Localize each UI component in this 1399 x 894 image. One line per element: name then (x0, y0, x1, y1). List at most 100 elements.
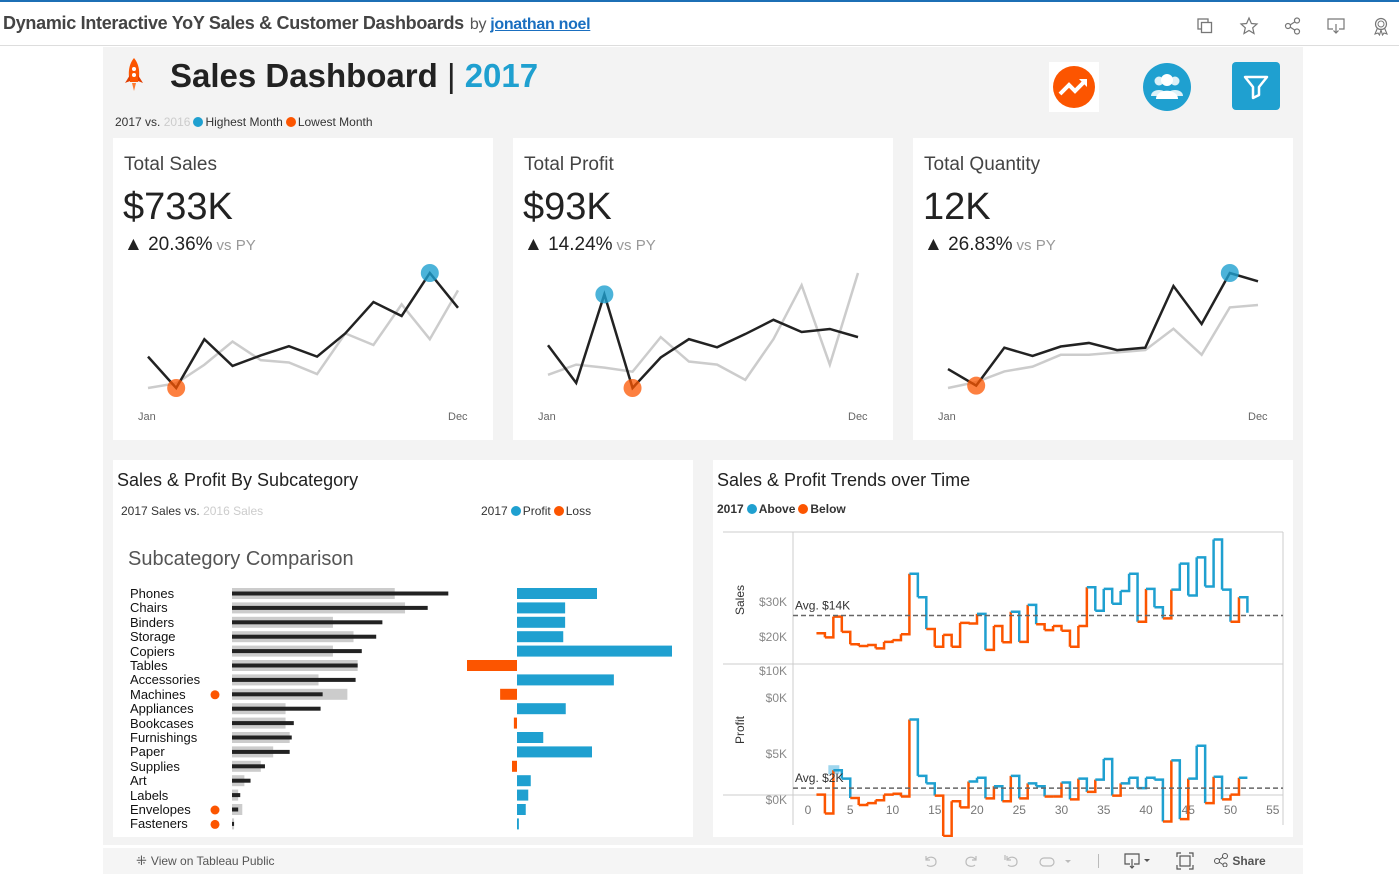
below-avg-step[interactable] (816, 631, 827, 638)
above-avg-step[interactable] (909, 718, 920, 776)
above-avg-step[interactable] (1171, 563, 1182, 591)
above-avg-step[interactable] (841, 777, 852, 798)
below-avg-step[interactable] (892, 634, 903, 642)
lowest-month-marker[interactable] (167, 379, 186, 397)
below-avg-step[interactable] (833, 615, 844, 632)
below-avg-step[interactable] (867, 643, 877, 649)
above-avg-step[interactable] (1213, 775, 1224, 800)
sales-2017-bar[interactable] (232, 649, 362, 654)
profit-bar[interactable] (517, 746, 592, 758)
above-avg-step[interactable] (1196, 556, 1207, 587)
above-avg-step[interactable] (1078, 777, 1089, 792)
below-avg-step[interactable] (1230, 597, 1241, 624)
below-avg-step[interactable] (1061, 629, 1072, 647)
above-avg-step[interactable] (1095, 588, 1105, 612)
share-icon[interactable] (1283, 16, 1303, 36)
sales-2017-bar[interactable] (232, 605, 428, 610)
below-avg-step[interactable] (1222, 794, 1232, 801)
above-avg-step[interactable] (1027, 603, 1038, 625)
below-avg-step[interactable] (943, 633, 953, 647)
sales-dashboard-button[interactable] (1049, 62, 1099, 112)
above-avg-step[interactable] (1154, 606, 1165, 619)
below-avg-step[interactable] (1078, 587, 1089, 628)
below-avg-step[interactable] (960, 621, 970, 625)
above-avg-step[interactable] (1027, 782, 1038, 787)
below-avg-step[interactable] (1002, 611, 1013, 644)
view-on-tableau-link[interactable]: ⁜ View on Tableau Public (136, 853, 275, 869)
sales-2017-bar[interactable] (232, 706, 321, 711)
revert-icon[interactable] (1001, 852, 1021, 870)
below-avg-step[interactable] (985, 786, 996, 800)
below-avg-step[interactable] (884, 793, 894, 796)
sales-2017-bar[interactable] (232, 793, 241, 798)
profit-bar[interactable] (517, 703, 566, 715)
lowest-month-marker[interactable] (967, 376, 986, 395)
sales-2017-bar[interactable] (232, 735, 292, 740)
profit-bar[interactable] (517, 616, 566, 628)
below-avg-step[interactable] (900, 719, 911, 798)
below-avg-step[interactable] (1053, 782, 1063, 798)
above-avg-step[interactable] (1238, 595, 1249, 613)
below-avg-step[interactable] (1230, 777, 1241, 796)
below-avg-step[interactable] (968, 613, 979, 625)
download-icon[interactable] (1326, 16, 1346, 36)
above-avg-step[interactable] (1154, 778, 1165, 822)
above-avg-step[interactable] (1103, 587, 1114, 604)
sales-2017-bar[interactable] (232, 721, 294, 726)
above-avg-step[interactable] (917, 774, 928, 784)
profit-bar[interactable] (517, 775, 531, 787)
highest-month-marker[interactable] (595, 285, 614, 304)
profit-bar[interactable] (517, 631, 564, 643)
sales-2017-bar[interactable] (232, 677, 356, 682)
profit-bar[interactable] (517, 818, 519, 830)
lowest-month-marker[interactable] (623, 379, 642, 397)
profit-bar[interactable] (517, 804, 526, 815)
below-avg-step[interactable] (934, 634, 945, 648)
above-avg-step[interactable] (1112, 590, 1122, 606)
profit-bar[interactable] (517, 732, 544, 743)
below-avg-step[interactable] (1002, 775, 1013, 803)
customer-dashboard-button[interactable] (1142, 62, 1192, 112)
below-avg-step[interactable] (1069, 625, 1080, 648)
below-avg-step[interactable] (1019, 783, 1029, 800)
profit-bar[interactable] (517, 645, 672, 657)
copy-icon[interactable] (1195, 16, 1215, 36)
below-avg-step[interactable] (850, 643, 860, 647)
below-avg-step[interactable] (884, 640, 894, 644)
above-avg-step[interactable] (1061, 781, 1072, 800)
above-avg-step[interactable] (977, 612, 987, 650)
above-avg-step[interactable] (1196, 744, 1207, 804)
sales-2017-bar[interactable] (232, 821, 235, 826)
below-avg-step[interactable] (824, 770, 835, 815)
above-avg-step[interactable] (1188, 557, 1198, 597)
below-avg-step[interactable] (943, 801, 953, 837)
above-avg-step[interactable] (1146, 776, 1156, 780)
below-avg-step[interactable] (824, 616, 835, 639)
below-avg-step[interactable] (1162, 589, 1173, 620)
star-icon[interactable] (1239, 16, 1259, 36)
below-avg-step[interactable] (875, 641, 886, 650)
loss-bar[interactable] (467, 660, 517, 671)
download-menu-icon[interactable] (1123, 851, 1157, 871)
below-avg-step[interactable] (1069, 778, 1080, 801)
above-avg-step[interactable] (1103, 757, 1114, 796)
redo-icon[interactable] (961, 852, 981, 870)
below-avg-step[interactable] (850, 796, 860, 805)
sales-2017-bar[interactable] (232, 807, 239, 812)
below-avg-step[interactable] (1179, 778, 1190, 821)
sales-2017-bar[interactable] (232, 778, 251, 783)
above-avg-step[interactable] (1179, 562, 1190, 596)
above-avg-step[interactable] (1010, 774, 1021, 799)
below-avg-step[interactable] (951, 799, 962, 808)
below-avg-step[interactable] (1036, 622, 1046, 631)
below-avg-step[interactable] (1053, 624, 1063, 631)
profit-bar[interactable] (517, 674, 614, 686)
below-avg-step[interactable] (1019, 604, 1029, 644)
award-icon[interactable] (1371, 16, 1391, 36)
loss-bar[interactable] (500, 688, 517, 700)
above-avg-step[interactable] (1120, 573, 1131, 593)
above-avg-step[interactable] (1129, 776, 1139, 789)
below-avg-step[interactable] (1044, 625, 1055, 632)
below-avg-step[interactable] (951, 622, 962, 648)
author-link[interactable]: jonathan noel (490, 16, 591, 33)
